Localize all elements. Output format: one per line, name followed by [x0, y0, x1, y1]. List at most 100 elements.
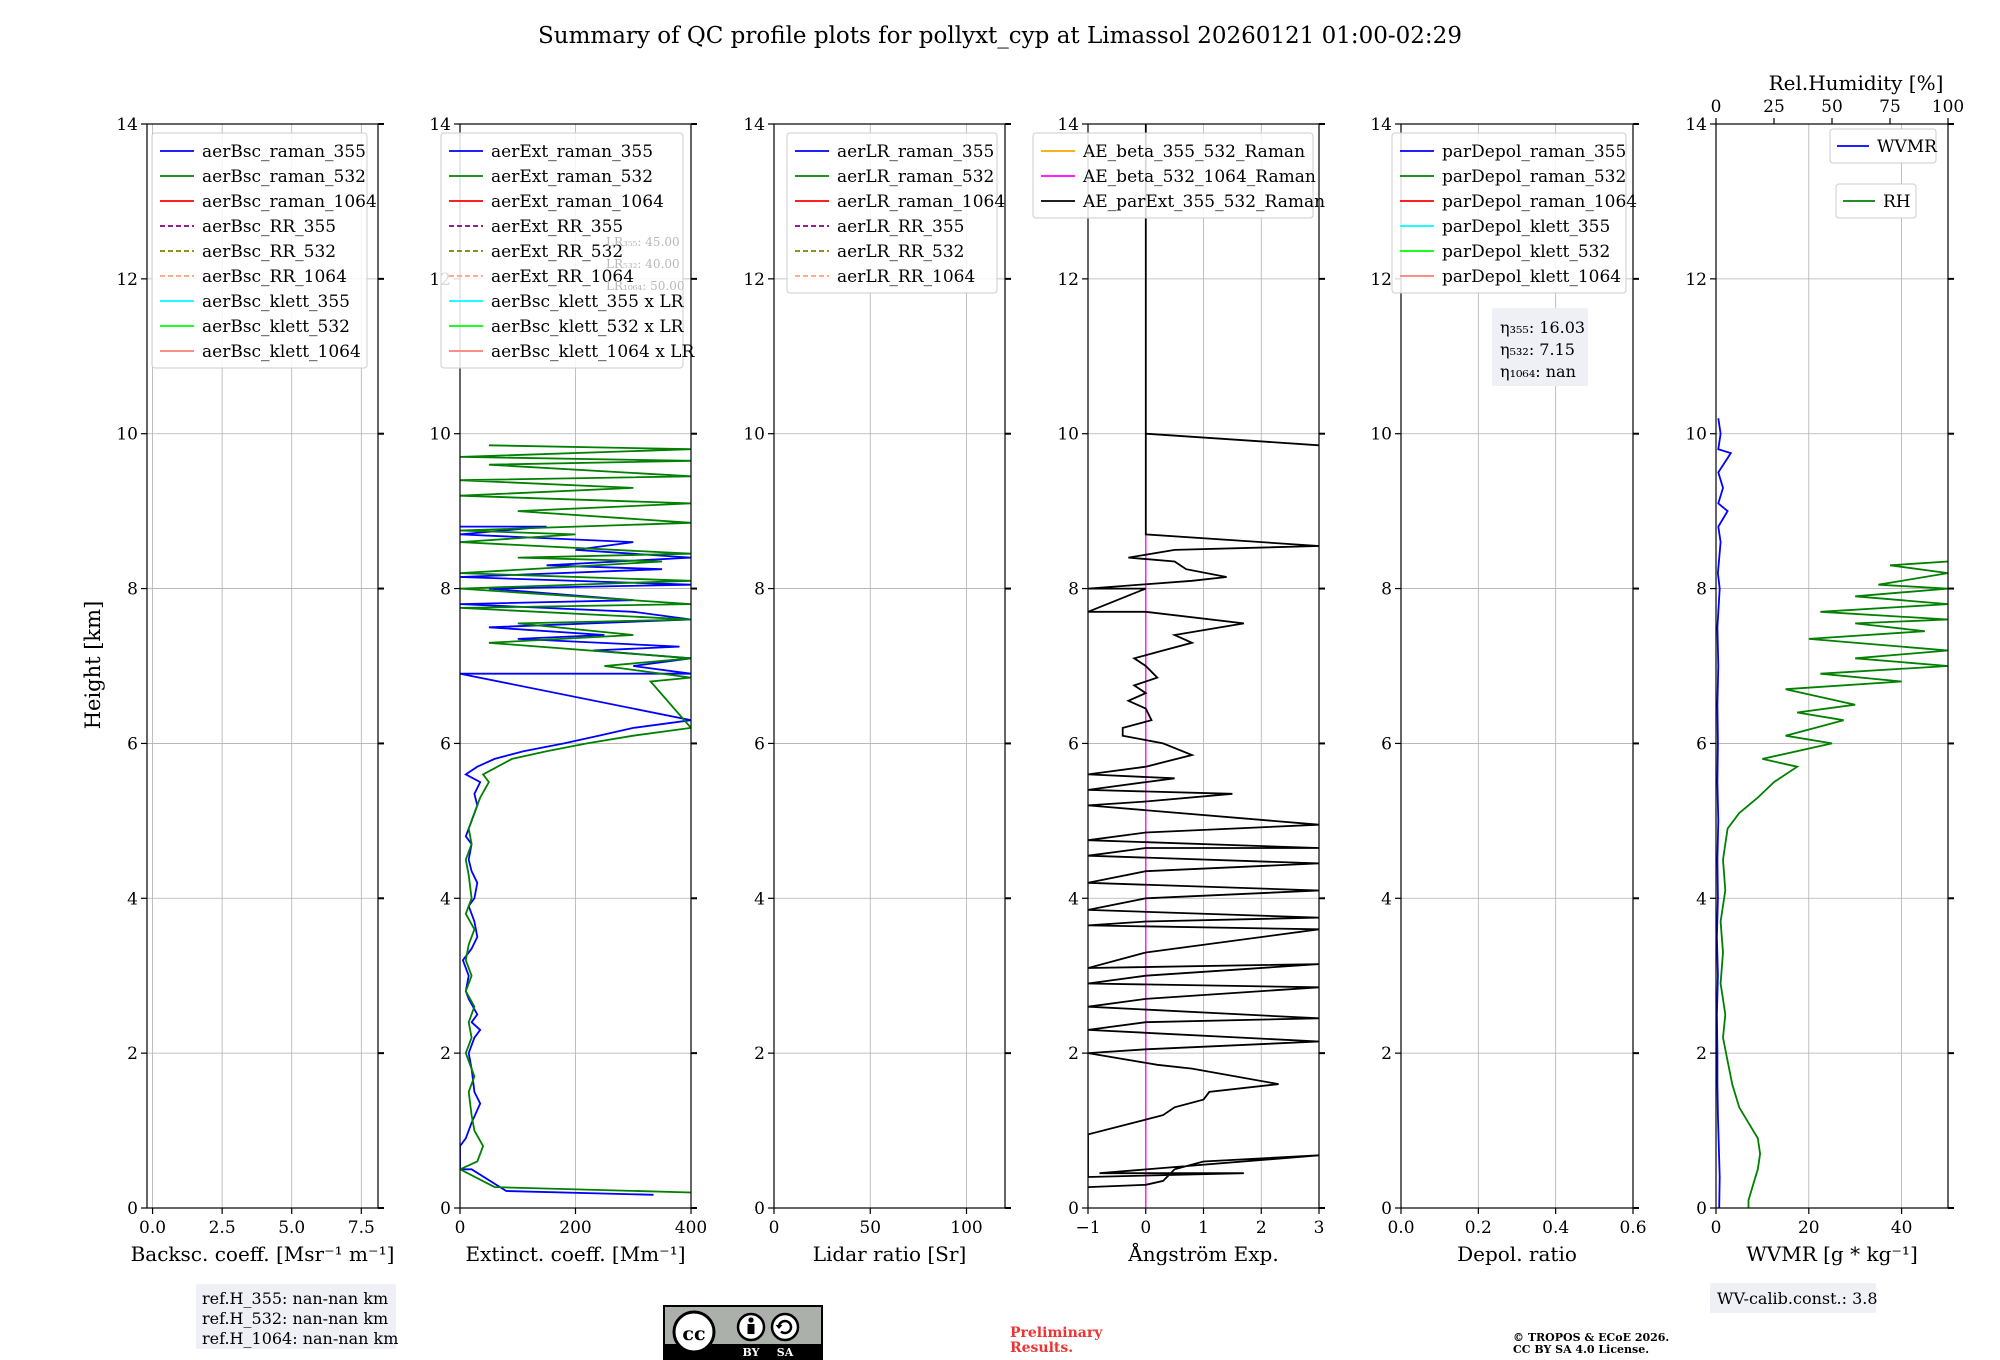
- legend-label: aerLR_raman_1064: [837, 192, 1005, 212]
- y-tick-label: 8: [1696, 580, 1707, 600]
- annotation-line: η₅₃₂: 7.15: [1500, 340, 1575, 359]
- legend-label: AE_beta_532_1064_Raman: [1082, 167, 1316, 187]
- legend-label: aerBsc_klett_1064 x LR: [491, 342, 695, 362]
- annotation-line: η₁₀₆₄: nan: [1500, 362, 1576, 381]
- legend: aerLR_raman_355 aerLR_raman_532 aerLR_rama…: [786, 132, 1005, 294]
- y-tick-label: 2: [1696, 1044, 1707, 1064]
- y-tick-label: 10: [116, 425, 138, 445]
- x-tick-label: 0: [1711, 1218, 1722, 1238]
- y-tick-label: 8: [1068, 580, 1079, 600]
- x-tick-label: 5.0: [278, 1218, 305, 1238]
- y-tick-label: 0: [1381, 1199, 1392, 1219]
- y-tick-label: 6: [127, 734, 138, 754]
- preliminary-line-2: Results.: [1010, 1340, 1073, 1356]
- y-tick-label: 2: [1381, 1044, 1392, 1064]
- x-tick-label: 0: [769, 1218, 780, 1238]
- y-tick-label: 8: [127, 580, 138, 600]
- x-axis-label: WVMR [g * kg⁻¹]: [1746, 1242, 1918, 1266]
- series-aerExt_raman_532: [460, 444, 691, 1194]
- figure-title: Summary of QC profile plots for pollyxt_…: [538, 23, 1462, 49]
- y-tick-label: 12: [743, 270, 765, 290]
- x-tick-label: 200: [559, 1218, 591, 1238]
- top-tick-label: 0: [1711, 97, 1722, 117]
- x-tick-label: 40: [1891, 1218, 1913, 1238]
- legend-label: parDepol_raman_532: [1442, 167, 1626, 187]
- x-tick-label: 1: [1198, 1218, 1209, 1238]
- axes-frame: [1400, 123, 1634, 1209]
- y-tick-label: 4: [1696, 889, 1707, 909]
- legend-label: aerLR_raman_532: [837, 167, 994, 187]
- y-tick-label: 8: [1381, 580, 1392, 600]
- y-tick-label: 10: [1685, 425, 1707, 445]
- legend-label: AE_beta_355_532_Raman: [1082, 142, 1305, 162]
- legend: parDepol_raman_355 parDepol_raman_532 parD…: [1391, 132, 1637, 294]
- legend: AE_beta_355_532_Raman AE_beta_532_1064_Ra…: [1032, 132, 1325, 219]
- legend-frame: [151, 132, 368, 369]
- legend-label: aerBsc_RR_355: [202, 217, 336, 237]
- top-tick-label: 25: [1763, 97, 1785, 117]
- y-tick-label: 2: [754, 1044, 765, 1064]
- copyright-line-2: CC BY SA 4.0 License.: [1513, 1343, 1649, 1356]
- annotation-line: η₃₅₅: 16.03: [1500, 318, 1585, 337]
- annotation-line: LR₅₃₂: 40.00: [606, 257, 680, 271]
- x-tick-label: 100: [950, 1218, 982, 1238]
- y-tick-label: 12: [116, 270, 138, 290]
- top-tick-label: 100: [1932, 97, 1964, 117]
- legend-label: aerBsc_klett_1064: [202, 342, 361, 362]
- ref-h-1064: ref.H_1064: nan-nan km: [202, 1329, 398, 1348]
- y-axis-label: Height [km]: [81, 601, 105, 730]
- by-icon: [736, 1312, 766, 1342]
- x-tick-label: 0.4: [1542, 1218, 1569, 1238]
- preliminary-line-1: Preliminary: [1010, 1325, 1103, 1341]
- series-WVMR: [1716, 418, 1733, 1208]
- legend-label: aerExt_raman_532: [491, 167, 653, 187]
- y-tick-label: 6: [1381, 734, 1392, 754]
- x-tick-label: 7.5: [348, 1218, 375, 1238]
- y-tick-label: 4: [1068, 889, 1079, 909]
- legend-label: parDepol_raman_1064: [1442, 192, 1637, 212]
- legend-label: aerLR_RR_532: [837, 242, 964, 262]
- legend-label: aerExt_raman_355: [491, 142, 653, 162]
- x-tick-label: 0.6: [1619, 1218, 1646, 1238]
- legend-label: aerBsc_raman_1064: [202, 192, 377, 212]
- x-axis-label: Lidar ratio [Sr]: [813, 1242, 967, 1266]
- x-tick-label: 20: [1798, 1218, 1820, 1238]
- x-tick-label: 0.0: [1387, 1218, 1414, 1238]
- legend-label: AE_parExt_355_532_Raman: [1082, 192, 1325, 212]
- y-tick-label: 14: [116, 115, 138, 135]
- y-tick-label: 0: [440, 1199, 451, 1219]
- y-tick-label: 6: [754, 734, 765, 754]
- sa-label: SA: [777, 1346, 794, 1359]
- legend-label: aerBsc_klett_355 x LR: [491, 292, 685, 312]
- y-tick-label: 4: [440, 889, 451, 909]
- x-tick-label: 3: [1314, 1218, 1325, 1238]
- legend-label: aerExt_RR_532: [491, 242, 623, 262]
- y-tick-label: 14: [1057, 115, 1079, 135]
- y-tick-label: 0: [1696, 1199, 1707, 1219]
- y-tick-label: 2: [1068, 1044, 1079, 1064]
- legend-frame: [786, 132, 998, 294]
- y-tick-label: 12: [1370, 270, 1392, 290]
- y-tick-label: 10: [743, 425, 765, 445]
- x-tick-label: 0: [1140, 1218, 1151, 1238]
- y-tick-label: 0: [1068, 1199, 1079, 1219]
- legend-label: aerExt_RR_1064: [491, 267, 634, 287]
- ref-height-box: ref.H_355: nan-nan km ref.H_532: nan-nan…: [196, 1284, 398, 1349]
- y-tick-label: 0: [127, 1199, 138, 1219]
- legend-label: aerBsc_RR_1064: [202, 267, 347, 287]
- legend-frame: [1391, 132, 1627, 294]
- by-label: BY: [743, 1346, 760, 1359]
- top-axis-label: Rel.Humidity [%]: [1769, 71, 1944, 95]
- x-tick-label: 0.0: [139, 1218, 166, 1238]
- x-axis-label: Depol. ratio: [1457, 1242, 1577, 1266]
- y-tick-label: 0: [754, 1199, 765, 1219]
- legend-label: aerExt_RR_355: [491, 217, 623, 237]
- y-tick-label: 14: [1370, 115, 1392, 135]
- legend-label: RH: [1883, 192, 1911, 212]
- sa-icon: [770, 1312, 800, 1342]
- cc-logo-text: cc: [682, 1323, 705, 1345]
- legend-label: WVMR: [1877, 137, 1938, 157]
- axes-frame: [146, 123, 379, 1209]
